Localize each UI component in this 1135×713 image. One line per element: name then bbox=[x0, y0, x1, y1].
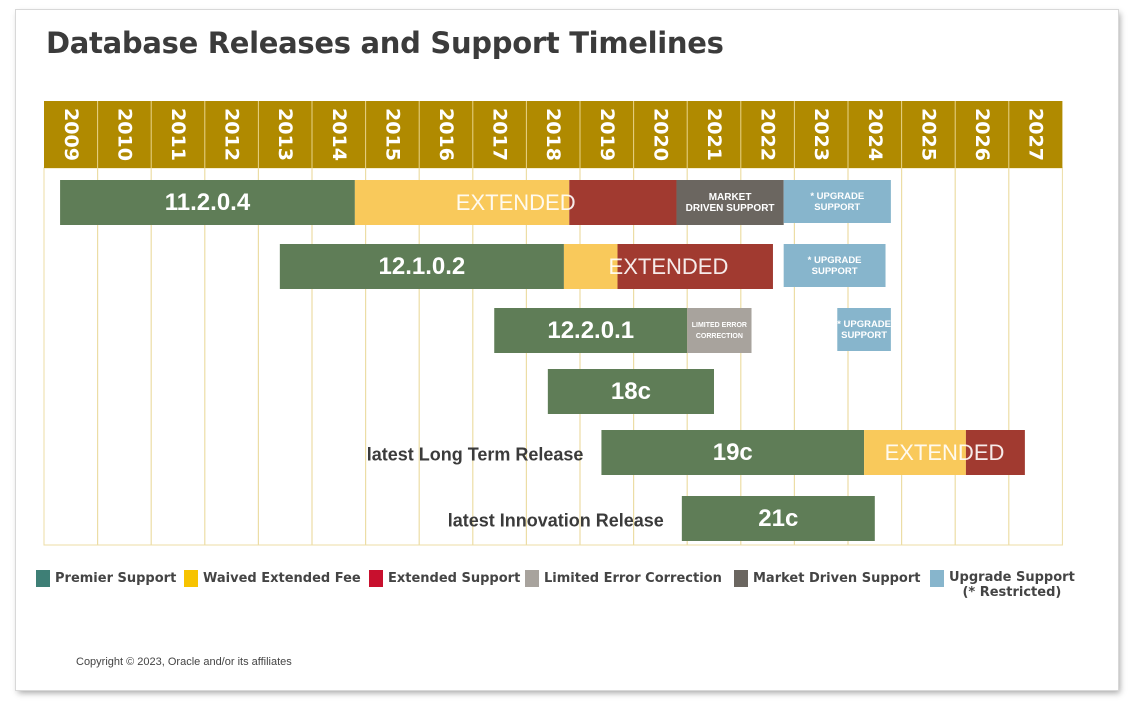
legend-label-extended: Extended Support bbox=[388, 571, 521, 586]
legend-upgrade: Upgrade Support (* Restricted) bbox=[930, 570, 1075, 600]
bar-premier-18c bbox=[547, 369, 714, 414]
release-side-label: latest Long Term Release bbox=[367, 445, 584, 465]
bar-label-upgrade-line2: SUPPORT bbox=[814, 202, 860, 213]
year-label: 2009 bbox=[60, 108, 82, 161]
bar-label-release: 11.2.0.4 bbox=[165, 189, 251, 216]
bar-waived-12-1-0-2 bbox=[563, 244, 618, 289]
page-title: Database Releases and Support Timelines bbox=[46, 26, 724, 60]
bar-premier-21c bbox=[681, 496, 875, 541]
year-label: 2021 bbox=[703, 108, 725, 161]
bar-label-release: 18c bbox=[611, 378, 651, 405]
year-label: 2011 bbox=[167, 108, 189, 161]
legend-limited: Limited Error Correction bbox=[525, 570, 722, 590]
bar-waived-11-2-0-4 bbox=[354, 180, 570, 225]
bar-label-upgrade-line1: * UPGRADE bbox=[837, 319, 891, 330]
legend-swatch-upgrade bbox=[930, 570, 944, 587]
release-side-label: latest Innovation Release bbox=[448, 511, 664, 531]
year-label: 2015 bbox=[381, 108, 403, 161]
year-label: 2026 bbox=[971, 108, 993, 161]
grid-frame bbox=[43, 167, 1063, 546]
copyright: Copyright © 2023, Oracle and/or its affi… bbox=[76, 656, 292, 668]
bar-premier-19c bbox=[601, 430, 865, 475]
bar-label-limited-line1: LIMITED ERROR bbox=[692, 322, 747, 329]
legend-market: Market Driven Support bbox=[734, 570, 921, 590]
bar-label-release: 21c bbox=[758, 505, 798, 532]
legend-label-market: Market Driven Support bbox=[753, 571, 921, 586]
year-label: 2012 bbox=[221, 108, 243, 161]
bar-label-upgrade-line2: SUPPORT bbox=[812, 266, 858, 277]
bar-label-extended: EXTENDED bbox=[456, 190, 576, 215]
year-label: 2027 bbox=[1025, 108, 1047, 161]
bar-label-market-line1: MARKET bbox=[709, 192, 752, 203]
bar-label-upgrade-line1: * UPGRADE bbox=[808, 255, 862, 266]
legend-extended: Extended Support bbox=[369, 570, 520, 590]
year-label: 2018 bbox=[542, 108, 564, 161]
legend-waived: Waived Extended Fee bbox=[184, 570, 361, 590]
year-label: 2020 bbox=[649, 108, 671, 161]
bar-label-upgrade-line1: * UPGRADE bbox=[810, 191, 864, 202]
year-label: 2023 bbox=[810, 108, 832, 161]
legend-upgrade-text: Upgrade Support bbox=[949, 570, 1075, 585]
bar-extended-12-1-0-2 bbox=[617, 244, 773, 289]
year-header-band bbox=[44, 101, 1063, 168]
bar-label-release: 12.1.0.2 bbox=[379, 253, 466, 280]
bar-market-11-2-0-4 bbox=[676, 180, 784, 225]
bar-upgrade-12-1-0-2 bbox=[783, 244, 886, 287]
year-label: 2016 bbox=[435, 108, 457, 161]
legend-premier: Premier Support bbox=[36, 570, 176, 590]
year-label: 2025 bbox=[917, 108, 939, 161]
legend-upgrade-note: (* Restricted) bbox=[962, 585, 1062, 600]
bar-label-market-line2: DRIVEN SUPPORT bbox=[686, 203, 775, 214]
bar-label-limited-line2: CORRECTION bbox=[696, 333, 743, 340]
year-label: 2019 bbox=[596, 108, 618, 161]
bar-label-release: 12.2.0.1 bbox=[547, 317, 634, 344]
legend-swatch-extended bbox=[369, 570, 383, 587]
bar-limited-12-2-0-1 bbox=[687, 308, 752, 353]
bar-extended-11-2-0-4 bbox=[569, 180, 677, 225]
bar-waived-19c bbox=[864, 430, 966, 475]
year-label: 2022 bbox=[757, 108, 779, 161]
legend-swatch-premier bbox=[36, 570, 50, 587]
legend-label-upgrade: Upgrade Support (* Restricted) bbox=[949, 570, 1075, 600]
year-label: 2013 bbox=[274, 108, 296, 161]
bar-label-extended: EXTENDED bbox=[885, 440, 1005, 465]
bar-upgrade-12-2-0-1 bbox=[837, 308, 891, 351]
bar-label-release: 19c bbox=[713, 439, 753, 466]
legend-label-limited: Limited Error Correction bbox=[544, 571, 722, 586]
bar-extended-19c bbox=[965, 430, 1025, 475]
year-label: 2014 bbox=[328, 108, 350, 161]
bar-label-extended: EXTENDED bbox=[609, 254, 729, 279]
bar-premier-12-1-0-2 bbox=[279, 244, 564, 289]
bar-upgrade-11-2-0-4 bbox=[783, 180, 891, 223]
legend-label-waived: Waived Extended Fee bbox=[203, 571, 361, 586]
bar-premier-12-2-0-1 bbox=[494, 308, 688, 353]
year-label: 2024 bbox=[864, 108, 886, 161]
legend-swatch-limited bbox=[525, 570, 539, 587]
bar-label-upgrade-line2: SUPPORT bbox=[841, 330, 887, 341]
bar-premier-11-2-0-4 bbox=[60, 180, 355, 225]
legend-swatch-waived bbox=[184, 570, 198, 587]
legend-swatch-market bbox=[734, 570, 748, 587]
legend-label-premier: Premier Support bbox=[55, 571, 177, 586]
year-label: 2017 bbox=[489, 108, 511, 161]
year-label: 2010 bbox=[113, 108, 135, 161]
